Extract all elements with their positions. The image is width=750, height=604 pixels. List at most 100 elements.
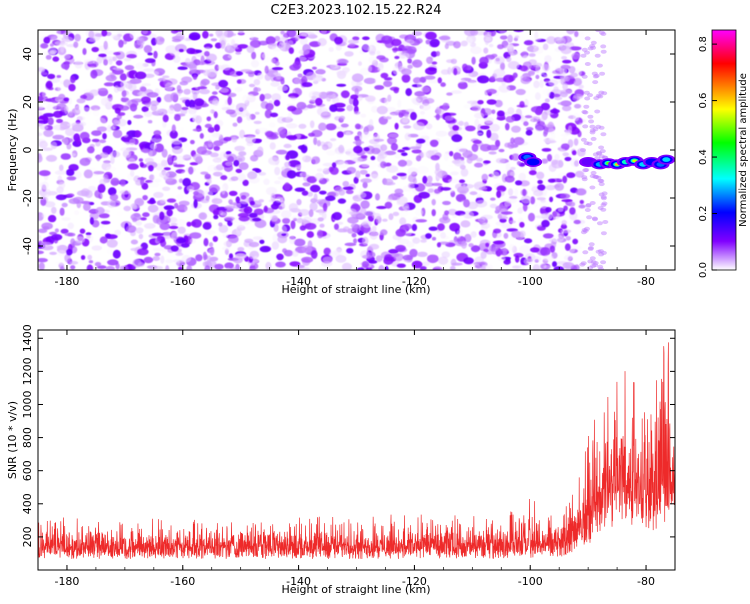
heatmap-cell (307, 191, 313, 197)
heatmap-cell (171, 139, 183, 145)
heatmap-cell (587, 114, 594, 119)
heatmap-cell (41, 181, 49, 190)
heatmap-cell (579, 262, 586, 267)
heatmap-cell (265, 256, 278, 262)
heatmap-cell (553, 266, 565, 270)
heatmap-cell (326, 94, 332, 102)
heatmap-cell (290, 220, 296, 230)
heatmap-cell (183, 88, 191, 95)
heatmap-cell (59, 126, 66, 131)
heatmap-cell (167, 154, 173, 163)
heatmap-cell (277, 176, 285, 181)
heatmap-cell (589, 256, 596, 261)
heatmap-cell (325, 123, 337, 131)
heatmap-cell (440, 82, 446, 87)
heatmap-cell (415, 219, 428, 223)
heatmap-cell (229, 202, 242, 206)
heatmap-cell (185, 57, 191, 65)
heatmap-cell (100, 220, 111, 225)
heatmap-cell (141, 96, 151, 104)
heatmap-cell (78, 178, 88, 187)
heatmap-cell (486, 144, 499, 151)
heatmap-cell (535, 108, 543, 116)
heatmap-cell (279, 225, 288, 235)
heatmap-cell (552, 234, 564, 243)
heatmap-cell (285, 123, 298, 129)
heatmap-cell (394, 55, 400, 60)
heatmap-cell (142, 68, 155, 72)
heatmap-cell (522, 203, 528, 212)
heatmap-cell (601, 91, 608, 96)
heatmap-cell (416, 165, 429, 175)
heatmap-cell (429, 38, 440, 48)
heatmap-cell (428, 226, 438, 231)
heatmap-cell (524, 115, 533, 119)
heatmap-cell (532, 264, 541, 270)
heatmap-cell (264, 73, 272, 81)
heatmap-cell (293, 77, 303, 84)
heatmap-cell (319, 223, 325, 228)
heatmap-cell (178, 178, 184, 184)
heatmap-cell (70, 75, 76, 84)
heatmap-cell (142, 212, 150, 218)
heatmap-cell (223, 241, 233, 247)
heatmap-cell (141, 83, 152, 87)
heatmap-cell (61, 217, 71, 221)
heatmap-cell (42, 113, 55, 118)
heatmap-cell (114, 107, 121, 114)
x-tick-label: -100 (518, 275, 543, 288)
heatmap-cell (312, 91, 322, 96)
heatmap-cell (163, 167, 171, 171)
heatmap-cell (299, 135, 308, 139)
heatmap-cell (435, 130, 448, 137)
heatmap-cell (177, 66, 188, 70)
heatmap-cell (175, 32, 185, 41)
heatmap-cell (80, 107, 92, 116)
heatmap-cell (45, 154, 58, 162)
heatmap-cell (444, 210, 450, 216)
heatmap-cell (301, 75, 308, 85)
heatmap-cell (66, 176, 77, 181)
heatmap-cell (463, 199, 470, 208)
heatmap-cell (546, 154, 553, 162)
heatmap-cell (133, 114, 144, 119)
heatmap-cell (362, 254, 373, 259)
heatmap-cell (74, 210, 80, 216)
heatmap-cell (95, 141, 101, 147)
heatmap-cell (286, 30, 297, 38)
heatmap-cell (487, 31, 492, 36)
heatmap-cell (600, 44, 607, 49)
heatmap-cell (206, 178, 212, 185)
heatmap-cell (193, 199, 198, 209)
heatmap-cell (118, 39, 124, 48)
heatmap-cell (171, 38, 182, 43)
heatmap-cell (139, 161, 144, 167)
heatmap-cell (380, 72, 389, 79)
heatmap-cell (313, 137, 318, 146)
heatmap-cell (251, 51, 257, 60)
heatmap-cell (443, 152, 449, 161)
heatmap-cell (57, 175, 62, 181)
heatmap-cell (393, 253, 404, 262)
heatmap-cell (202, 222, 212, 230)
heatmap-cell (234, 223, 245, 228)
heatmap-cell (584, 208, 591, 212)
heatmap-cell (533, 80, 540, 89)
heatmap-cell (565, 236, 571, 241)
heatmap-cell (425, 31, 437, 40)
colorbar-tick-label: 0.2 (698, 206, 709, 222)
heatmap-cell (223, 216, 235, 221)
heatmap-cell (317, 229, 323, 239)
heatmap-cell (315, 97, 323, 106)
heatmap-cell (536, 171, 545, 180)
heatmap-cell (167, 217, 178, 223)
heatmap-signal-cell (632, 159, 637, 163)
heatmap-cell (526, 127, 534, 131)
heatmap-cell (469, 191, 478, 196)
heatmap-cell (254, 87, 261, 92)
heatmap-cell (600, 195, 607, 199)
heatmap-cell (447, 208, 458, 216)
heatmap-cell (518, 34, 526, 43)
heatmap-cell (354, 87, 359, 97)
heatmap-cell (135, 220, 143, 226)
